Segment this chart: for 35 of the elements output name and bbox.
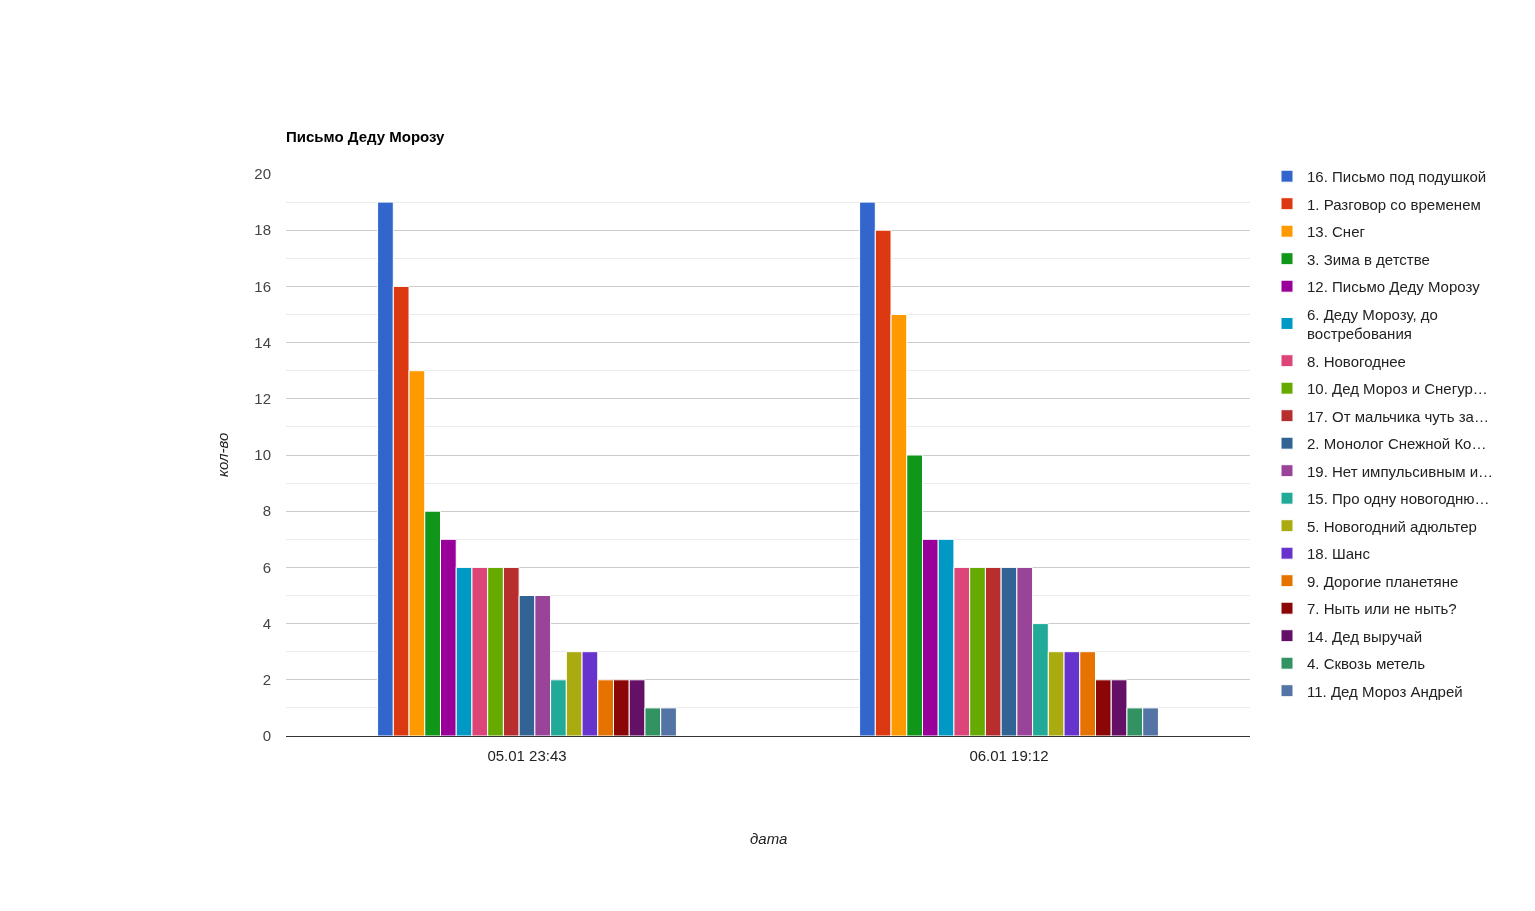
legend-label: 2. Монолог Снежной Ко… <box>1307 435 1487 453</box>
y-tick-label: 16 <box>254 277 271 295</box>
legend-label: 19. Нет импульсивным и… <box>1307 462 1494 480</box>
chart-title: Письмо Деду Морозу <box>286 128 446 146</box>
legend-label: 6. Деду Морозу, до востребования <box>1307 305 1438 343</box>
legend-label: 13. Снег <box>1307 223 1366 241</box>
y-tick-label: 20 <box>254 165 271 183</box>
legend-label: 18. Шанс <box>1307 545 1371 563</box>
legend-label: 9. Дорогие планетяне <box>1307 572 1459 590</box>
y-tick-label: 0 <box>262 727 271 745</box>
y-tick-label: 6 <box>262 558 271 576</box>
legend-label: 3. Зима в детстве <box>1307 250 1430 268</box>
x-tick-label: 05.01 23:43 <box>487 747 567 764</box>
legend-label: 16. Письмо под подушкой <box>1307 168 1487 186</box>
legend-label: 12. Письмо Деду Морозу <box>1307 278 1481 296</box>
legend-label: 5. Новогодний адюльтер <box>1307 517 1477 535</box>
y-tick-label: 18 <box>254 221 271 239</box>
legend-label: 7. Ныть или не ныть? <box>1307 600 1457 618</box>
legend-label: 4. Сквозь метель <box>1307 655 1426 673</box>
y-tick-label: 14 <box>254 333 271 351</box>
y-tick-label: 4 <box>262 614 271 632</box>
y-tick-label: 8 <box>262 502 271 520</box>
x-axis-title: дата <box>750 830 788 847</box>
legend-label: 17. От мальчика чуть за… <box>1307 407 1489 425</box>
legend-label: 1. Разговор со временем <box>1307 195 1481 213</box>
legend-label: 15. Про одну новогодню… <box>1307 490 1490 508</box>
legend-label: 11. Дед Мороз Андрей <box>1307 682 1463 700</box>
x-tick-label: 06.01 19:12 <box>969 747 1049 764</box>
y-tick-label: 12 <box>254 390 271 408</box>
legend-label: 14. Дед выручай <box>1307 627 1423 645</box>
legend-label: 10. Дед Мороз и Снегур… <box>1307 380 1488 398</box>
y-tick-label: 2 <box>262 671 271 689</box>
legend-label: 8. Новогоднее <box>1307 352 1406 370</box>
y-tick-label: 10 <box>254 446 271 464</box>
y-axis-title: кол-во <box>214 432 231 477</box>
